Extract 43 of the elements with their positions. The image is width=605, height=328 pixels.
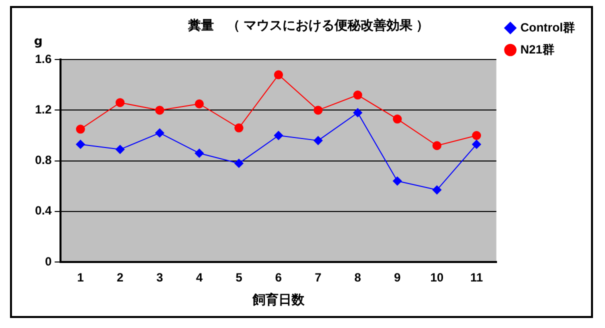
x-axis-title: 飼育日数: [252, 292, 306, 307]
y-axis-title: g: [34, 34, 43, 48]
x-tick-label: 11: [470, 270, 484, 285]
chart-title: 糞量 （ マウスにおける便秘改善効果 ）: [186, 17, 430, 32]
point: [234, 158, 244, 168]
x-tick-label: 7: [314, 270, 322, 285]
y-tick-label: 0.4: [34, 204, 52, 218]
legend-label: N21群: [520, 42, 554, 56]
point: [155, 106, 164, 115]
legend-label: Control群: [520, 20, 575, 34]
point: [194, 148, 204, 158]
point: [392, 114, 402, 124]
y-tick-label: 0: [44, 254, 52, 268]
x-tick-label: 2: [116, 270, 124, 285]
y-tick-label: 0.8: [34, 153, 52, 168]
point: [432, 185, 442, 194]
point: [155, 128, 164, 138]
point: [76, 124, 85, 134]
point: [274, 70, 284, 80]
x-tick-label: 6: [275, 270, 282, 285]
point: [76, 140, 85, 149]
point: [472, 131, 482, 140]
x-tick-label: 10: [430, 270, 444, 285]
point: [116, 98, 125, 108]
point: [353, 90, 362, 100]
x-tick-label: 9: [394, 270, 401, 285]
x-tick-label: 5: [236, 270, 243, 285]
point: [472, 140, 482, 149]
y-tick-label: 1.6: [34, 52, 52, 66]
point: [314, 136, 323, 146]
point: [314, 106, 323, 115]
x-tick-label: 3: [156, 270, 164, 285]
point: [392, 176, 402, 186]
x-tick-label: 4: [196, 270, 203, 285]
x-tick-label: 1: [77, 270, 84, 285]
point: [432, 141, 442, 150]
point: [194, 99, 204, 108]
point: [116, 144, 125, 154]
point: [353, 108, 362, 118]
point: [274, 131, 284, 140]
y-tick-label: 1.2: [34, 102, 52, 117]
x-tick-label: 8: [354, 270, 362, 285]
point: [234, 123, 244, 132]
